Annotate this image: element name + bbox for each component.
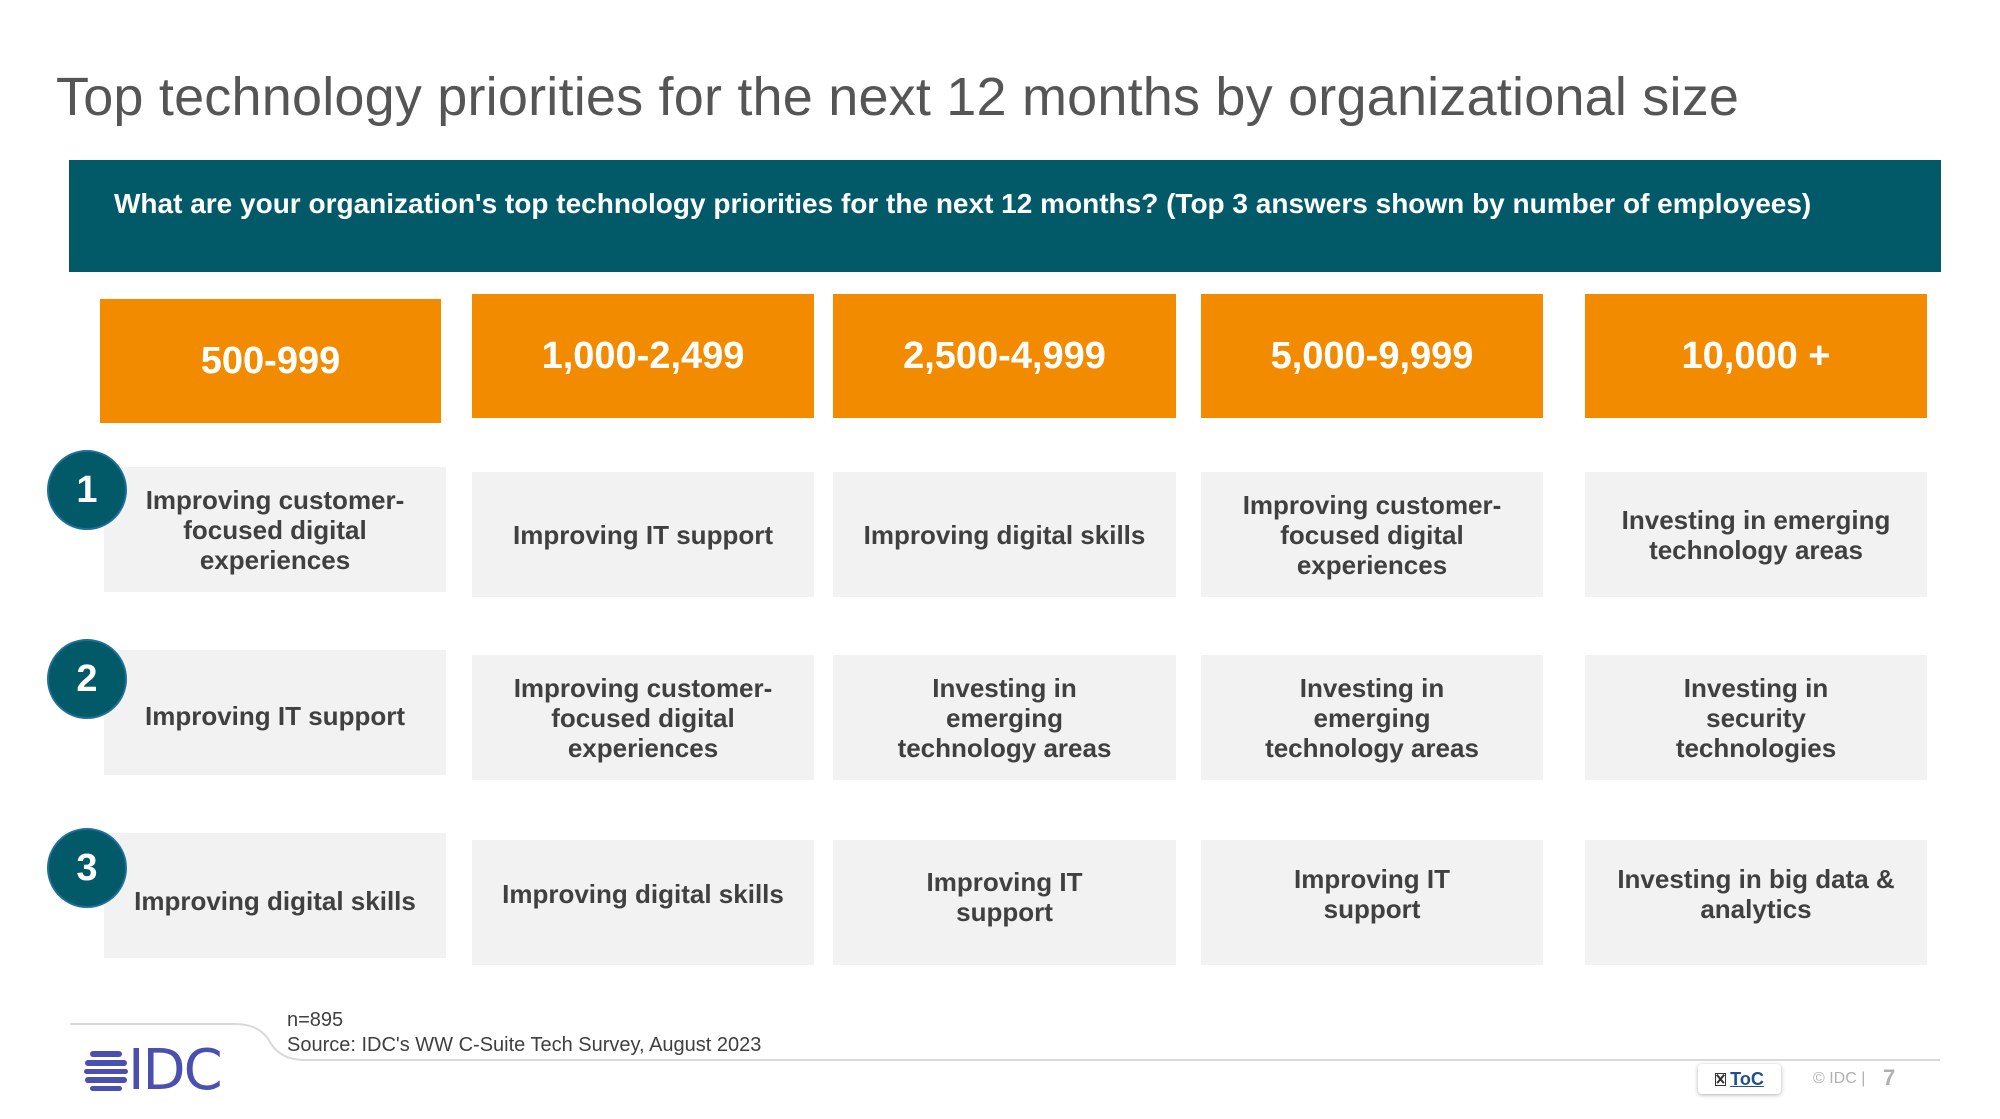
priority-cell: Improving digital skills	[472, 840, 814, 965]
column-header-500-999: 500-999	[100, 299, 441, 423]
toc-icon	[1715, 1072, 1727, 1086]
priority-text: Investing in emerging technology areas	[1265, 672, 1479, 763]
priority-cell: Improving IT support	[104, 650, 446, 775]
copyright: © IDC |	[1813, 1070, 1866, 1087]
column-header-label: 500-999	[200, 339, 341, 382]
rank-number: 3	[76, 846, 98, 889]
priority-text: Improving IT support	[145, 700, 405, 731]
priority-cell: Improving IT support	[833, 840, 1176, 965]
footer-divider	[70, 1023, 1940, 1061]
priority-cell: Investing in emerging technology areas	[1201, 655, 1543, 780]
priority-text: Investing in big data & analytics	[1617, 863, 1895, 924]
priority-text: Improving IT support	[513, 519, 773, 550]
column-header-1000-2499: 1,000-2,499	[472, 294, 814, 418]
idc-logo-text: IDC	[128, 1038, 223, 1103]
question-banner: What are your organization's top technol…	[69, 160, 1941, 272]
rank-badge-3: 3	[47, 828, 127, 908]
question-text: What are your organization's top technol…	[114, 188, 1812, 219]
idc-globe-icon	[84, 1050, 128, 1091]
priority-cell: Improving digital skills	[104, 833, 446, 958]
slide-title: Top technology priorities for the next 1…	[56, 67, 1740, 127]
rank-badge-2: 2	[47, 639, 127, 719]
column-header-label: 5,000-9,999	[1270, 334, 1474, 377]
priority-text: Improving customer-focused digital exper…	[1242, 489, 1502, 580]
priority-text: Improving customer-focused digital exper…	[513, 672, 773, 763]
priority-text: Improving digital skills	[502, 878, 784, 909]
priority-text: Investing in emerging technology areas	[897, 672, 1112, 763]
priority-text: Investing in security technologies	[1675, 672, 1837, 763]
rank-badge-1: 1	[47, 450, 127, 530]
priority-text: Improving customer-focused digital exper…	[145, 484, 405, 575]
priority-cell: Investing in emerging technology areas	[833, 655, 1176, 780]
priority-cell: Investing in big data & analytics	[1585, 840, 1927, 965]
priority-text: Investing in emerging technology areas	[1621, 504, 1891, 565]
priority-cell: Improving customer-focused digital exper…	[1201, 472, 1543, 597]
priority-text: Improving digital skills	[134, 885, 416, 916]
rank-number: 1	[76, 468, 98, 511]
sample-size: n=895	[287, 1009, 344, 1031]
priority-cell: Improving digital skills	[833, 472, 1176, 597]
column-header-5000-9999: 5,000-9,999	[1201, 294, 1543, 418]
priority-text: Improving IT support	[926, 866, 1083, 927]
column-header-label: 1,000-2,499	[541, 334, 745, 377]
source-note: Source: IDC's WW C-Suite Tech Survey, Au…	[287, 1034, 762, 1056]
idc-logo: IDC	[84, 1038, 223, 1103]
priority-cell: Improving customer-focused digital exper…	[472, 655, 814, 780]
priority-text: Improving IT support	[1294, 863, 1450, 924]
toc-button[interactable]: ToC	[1698, 1064, 1781, 1094]
priority-cell: Investing in emerging technology areas	[1585, 472, 1927, 597]
priority-cell: Investing in security technologies	[1585, 655, 1927, 780]
priority-cell: Improving IT support	[1201, 840, 1543, 965]
rank-number: 2	[76, 657, 98, 700]
column-header-label: 2,500-4,999	[903, 334, 1106, 377]
priority-cell: Improving IT support	[472, 472, 814, 597]
toc-link[interactable]: ToC	[1730, 1068, 1764, 1089]
priority-text: Improving digital skills	[863, 519, 1146, 550]
page-number: 7	[1883, 1065, 1896, 1090]
column-header-10000-plus: 10,000 +	[1585, 294, 1927, 418]
column-header-2500-4999: 2,500-4,999	[833, 294, 1176, 418]
priority-cell: Improving customer-focused digital exper…	[104, 467, 446, 592]
column-header-label: 10,000 +	[1681, 334, 1831, 377]
